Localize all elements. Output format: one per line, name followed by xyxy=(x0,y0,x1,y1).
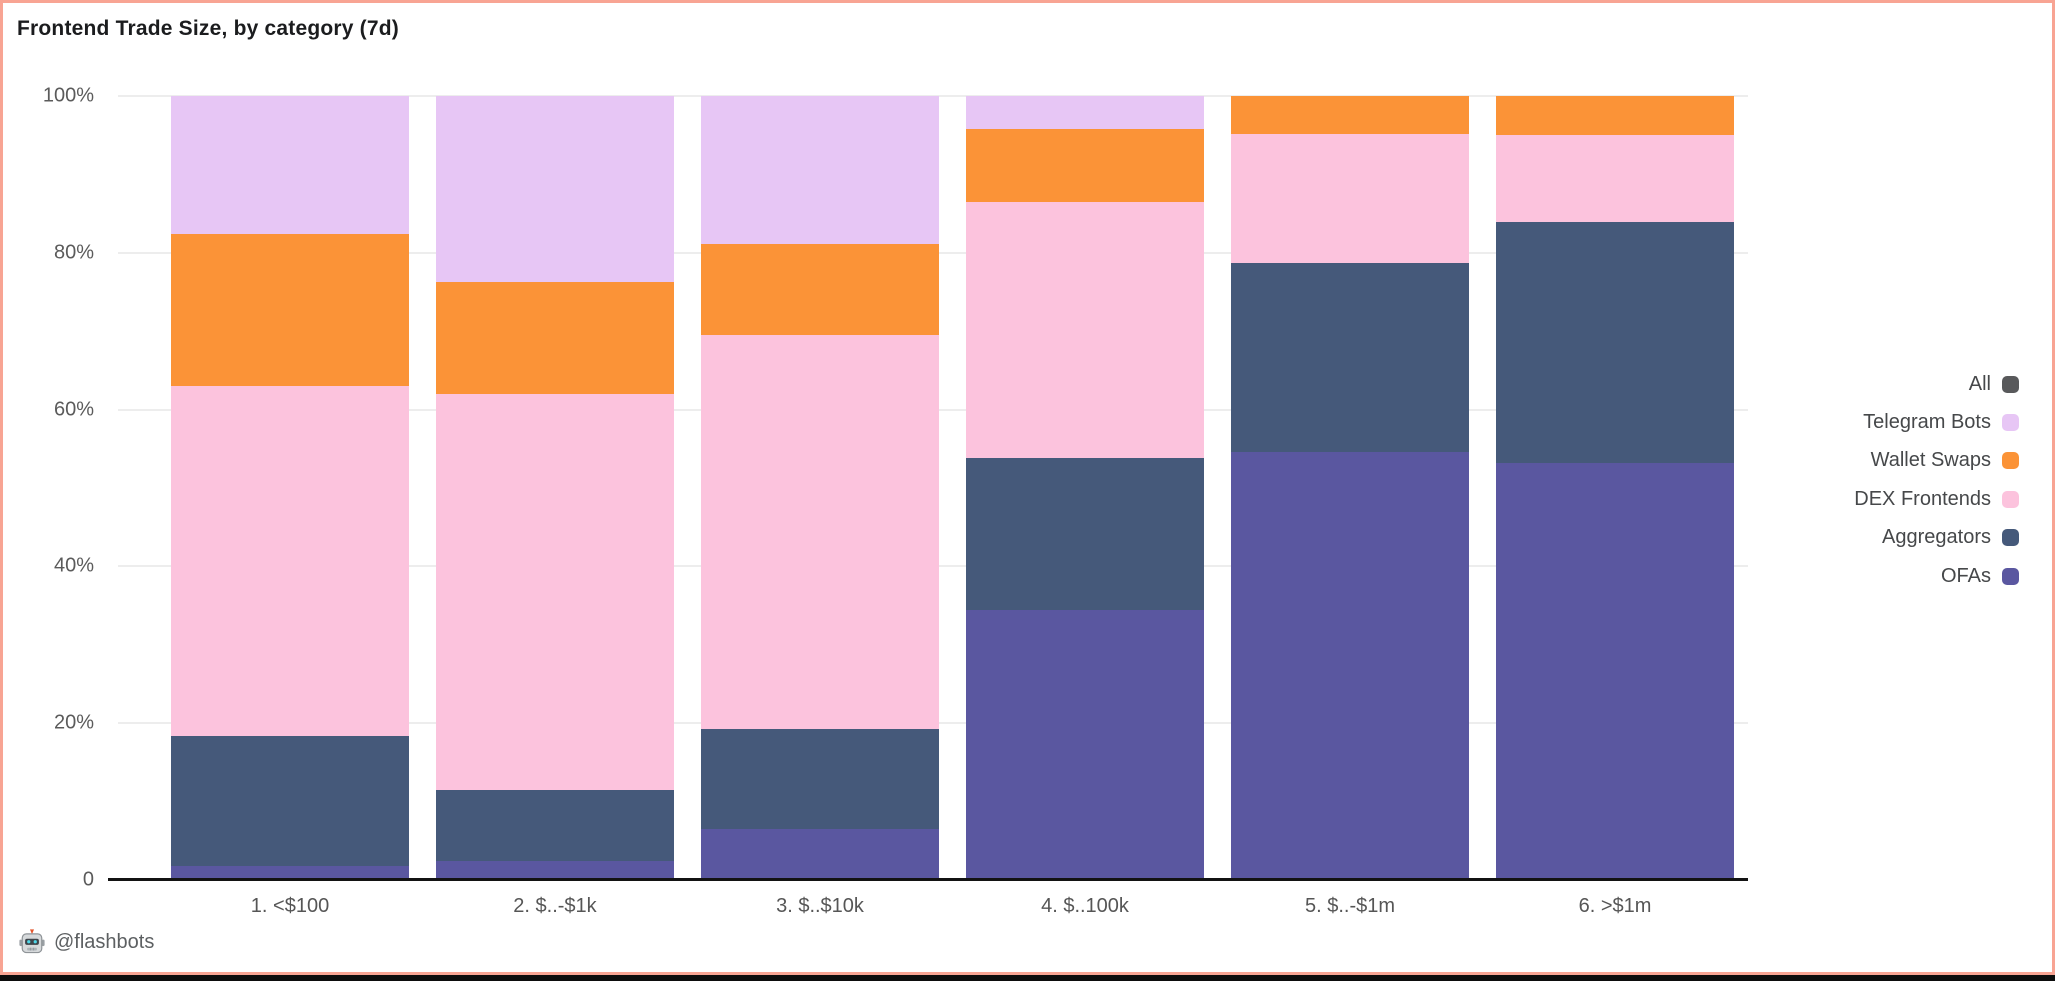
attribution-text: @flashbots xyxy=(54,930,155,953)
bar-segment-wallet-swaps[interactable] xyxy=(966,129,1204,202)
x-axis-category-label: 1. <$100 xyxy=(250,895,330,917)
legend-item-telegram-bots[interactable]: Telegram Bots xyxy=(1854,403,2019,441)
bar-segment-ofas[interactable] xyxy=(171,866,409,881)
bar-segment-aggregators[interactable] xyxy=(966,457,1204,611)
bar-segment-dex-frontends[interactable] xyxy=(1496,135,1734,222)
bar-segment-ofas[interactable] xyxy=(1496,463,1734,881)
y-axis-tick-label: 20% xyxy=(53,711,94,734)
bar-segment-ofas[interactable] xyxy=(701,829,939,881)
bottom-window-edge xyxy=(0,975,2055,981)
bar-segment-wallet-swaps[interactable] xyxy=(1496,96,1734,136)
x-axis-category-label: 2. $..-$1k xyxy=(513,895,597,917)
bar-segment-aggregators[interactable] xyxy=(171,735,409,867)
legend-swatch-icon xyxy=(2002,567,2019,585)
bar-segment-wallet-swaps[interactable] xyxy=(171,234,409,387)
bar-segment-aggregators[interactable] xyxy=(1231,263,1469,453)
stacked-bar xyxy=(171,96,409,881)
y-axis-tick-label: 100% xyxy=(42,84,94,107)
x-axis-category-label: 3. $..$10k xyxy=(776,895,864,917)
plot-area: 100% 80% 60% 40% 20% 0 1. <$100 2. $..-$1k 3. $.… xyxy=(43,85,1748,917)
bar-segment-ofas[interactable] xyxy=(436,861,674,881)
flashbots-robot-icon xyxy=(19,929,45,954)
stacked-bar xyxy=(1496,96,1734,881)
x-axis-category-label: 4. $..100k xyxy=(1041,895,1129,917)
x-axis-category-label: 6. >$1m xyxy=(1578,895,1652,917)
legend-item-all[interactable]: All xyxy=(1854,365,2019,403)
bar-segment-telegram-bots[interactable] xyxy=(171,96,409,235)
bar-segment-telegram-bots[interactable] xyxy=(436,96,674,283)
legend-item-wallet-swaps[interactable]: Wallet Swaps xyxy=(1854,442,2019,480)
bar-segment-wallet-swaps[interactable] xyxy=(1231,96,1469,134)
legend-label: Aggregators xyxy=(1882,526,1991,549)
legend-item-aggregators[interactable]: Aggregators xyxy=(1854,519,2019,557)
bar-segment-ofas[interactable] xyxy=(1231,452,1469,881)
bar-segment-dex-frontends[interactable] xyxy=(436,394,674,790)
x-axis-line xyxy=(108,878,1748,881)
stacked-bar xyxy=(1231,96,1469,881)
legend-swatch-icon xyxy=(2002,452,2019,470)
legend: All Telegram Bots Wallet Swaps DEX Frontend… xyxy=(1854,365,2019,595)
legend-label: DEX Frontends xyxy=(1854,487,1991,510)
bar-segment-telegram-bots[interactable] xyxy=(701,96,939,245)
chart-title: Frontend Trade Size, by category (7d) xyxy=(17,17,399,40)
legend-swatch-icon xyxy=(2002,490,2019,508)
legend-label: Telegram Bots xyxy=(1863,411,1991,434)
y-axis-tick-label: 60% xyxy=(53,398,94,421)
bar-segment-aggregators[interactable] xyxy=(701,728,939,830)
stacked-bar xyxy=(701,96,939,881)
legend-swatch-icon xyxy=(2002,375,2019,393)
bar-segment-aggregators[interactable] xyxy=(1496,221,1734,464)
legend-item-ofas[interactable]: OFAs xyxy=(1854,557,2019,595)
bar-segment-telegram-bots[interactable] xyxy=(966,96,1204,129)
legend-label: Wallet Swaps xyxy=(1870,449,1991,472)
stacked-bar xyxy=(436,96,674,881)
legend-swatch-icon xyxy=(2002,529,2019,547)
legend-label: OFAs xyxy=(1940,564,1991,587)
x-axis-category-label: 5. $..-$1m xyxy=(1304,895,1396,917)
y-axis-tick-label: 80% xyxy=(53,241,94,264)
bar-segment-ofas[interactable] xyxy=(966,610,1204,881)
y-axis-tick-label: 0 xyxy=(82,868,94,891)
legend-item-dex-frontends[interactable]: DEX Frontends xyxy=(1854,480,2019,518)
gridline xyxy=(118,95,1748,97)
bar-segment-dex-frontends[interactable] xyxy=(171,386,409,736)
bar-segment-dex-frontends[interactable] xyxy=(966,202,1204,458)
attribution-footer: @flashbots xyxy=(19,929,154,955)
y-axis-tick-label: 40% xyxy=(53,554,94,577)
bar-segment-dex-frontends[interactable] xyxy=(701,334,939,729)
stacked-bar xyxy=(966,96,1204,881)
bar-segment-wallet-swaps[interactable] xyxy=(436,282,674,395)
legend-label: All xyxy=(1968,372,1991,395)
legend-swatch-icon xyxy=(2002,414,2019,432)
bar-segment-wallet-swaps[interactable] xyxy=(701,244,939,335)
bar-segment-aggregators[interactable] xyxy=(436,789,674,862)
bar-segment-dex-frontends[interactable] xyxy=(1231,133,1469,264)
